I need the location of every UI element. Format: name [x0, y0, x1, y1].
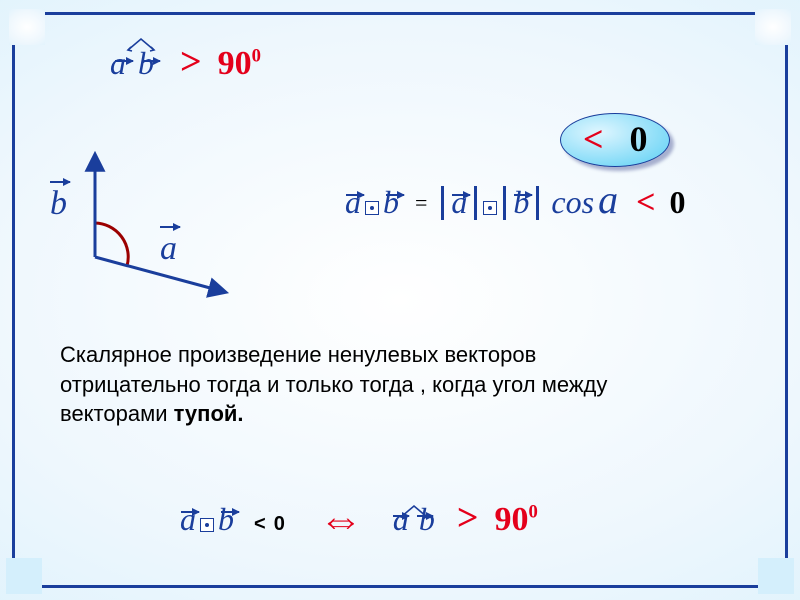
- vector-arrow-icon: [115, 60, 133, 62]
- dot-operator-icon: [200, 518, 214, 532]
- vector-arrow-icon: [221, 511, 239, 513]
- dot-product-formula: a b = a b cos a < 0: [345, 176, 685, 223]
- zero: 0: [669, 184, 685, 220]
- vector-diagram: [0, 120, 260, 320]
- equals: =: [415, 190, 427, 215]
- vector-arrow-icon: [393, 515, 409, 517]
- abs-bar-icon: [441, 186, 444, 220]
- abs-bar-icon: [503, 186, 506, 220]
- dot-operator-icon: [483, 201, 497, 215]
- dot-operator-icon: [365, 201, 379, 215]
- vector-arrow-icon: [142, 60, 160, 62]
- frame-corner: [758, 558, 794, 594]
- heading-angle: a b > 900: [110, 40, 261, 84]
- diagram-label-b: b: [50, 185, 67, 223]
- vector-arrow-icon: [181, 511, 199, 513]
- vector-arrow-icon: [417, 515, 433, 517]
- alpha: a: [598, 177, 618, 222]
- vector-arrow-icon: [346, 194, 364, 196]
- greater-than: >: [457, 497, 479, 539]
- vector-arrow-icon: [514, 194, 532, 196]
- zero-small: 0: [274, 513, 285, 535]
- diagram-label-a: a: [160, 230, 177, 268]
- degree-sup: 0: [528, 502, 537, 523]
- cos-label: cos: [551, 184, 594, 220]
- vector-arrow-icon: [386, 194, 404, 196]
- ninety: 90: [218, 45, 252, 82]
- theorem-text: Скалярное произведение ненулевых векторо…: [60, 340, 607, 429]
- vector-arrow-icon: [50, 181, 70, 183]
- greater-than: >: [180, 41, 202, 83]
- vector-arrow-icon: [160, 226, 180, 228]
- less-than: <: [636, 184, 655, 221]
- iff-arrow-icon: ⇔: [319, 495, 363, 544]
- iff-statement: a b < 0 ⇔ a b > 900: [180, 490, 538, 541]
- abs-bar-icon: [536, 186, 539, 220]
- ninety: 90: [494, 501, 528, 538]
- angle-hat-icon: [124, 34, 158, 52]
- frame-corner: [6, 558, 42, 594]
- vector-arrow-icon: [452, 194, 470, 196]
- degree-sup: 0: [252, 46, 261, 67]
- abs-bar-icon: [474, 186, 477, 220]
- ellipse-text: < 0: [583, 118, 648, 160]
- less-than-small: <: [254, 513, 266, 535]
